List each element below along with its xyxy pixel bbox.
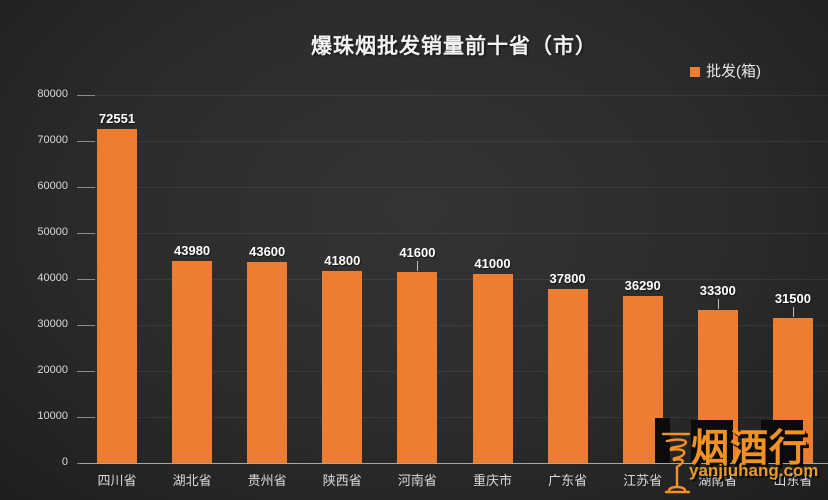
gridline (80, 141, 828, 142)
watermark-dark-bar (761, 420, 803, 463)
y-axis-label: 0 (61, 456, 68, 468)
y-axis-tick (77, 95, 95, 96)
leader-line (417, 260, 419, 271)
x-axis-label: 湖南省 (698, 473, 738, 488)
x-axis-label: 湖北省 (172, 473, 212, 488)
leader-line (717, 298, 719, 309)
bar (172, 260, 213, 463)
y-axis-tick (77, 371, 95, 372)
bar (322, 270, 363, 463)
y-axis-tick (77, 141, 95, 142)
bar-value-label: 43600 (249, 244, 286, 260)
watermark-site: yanjiuhang.com (689, 461, 819, 480)
bar-value-label: 41800 (324, 252, 361, 268)
x-axis-label: 四川省 (97, 473, 137, 488)
bar-value-label: 37800 (549, 271, 586, 287)
x-axis-label: 重庆市 (472, 473, 512, 488)
y-axis-tick (77, 279, 95, 280)
y-axis-tick (77, 233, 95, 234)
gridline (80, 95, 828, 96)
gridline (80, 233, 828, 234)
watermark-dark-bar (691, 420, 733, 463)
y-axis-tick (77, 187, 95, 188)
bar (547, 289, 588, 463)
x-axis-label: 广东省 (548, 473, 588, 488)
bar-value-label: 41600 (399, 244, 436, 260)
y-axis-label: 70000 (37, 134, 68, 146)
x-axis-label: 陕西省 (322, 473, 362, 488)
watermark-brand: 烟酒行 (691, 428, 809, 470)
x-axis-label: 贵州省 (247, 473, 287, 488)
y-axis-tick (77, 417, 95, 418)
leader-line (792, 307, 794, 318)
bar-value-label: 31500 (774, 291, 811, 307)
y-axis-tick (77, 325, 95, 326)
bar (472, 274, 513, 463)
y-axis-label: 20000 (37, 364, 68, 376)
y-axis-label: 60000 (37, 180, 68, 192)
bar-value-label: 33300 (699, 282, 736, 298)
x-axis-label: 山东省 (773, 473, 813, 488)
y-axis-label: 30000 (37, 318, 68, 330)
y-axis-label: 80000 (37, 88, 68, 100)
hookah-pipe-icon (661, 432, 691, 494)
gridline (80, 417, 828, 418)
x-axis-label: 江苏省 (623, 473, 663, 488)
x-axis-label: 河南省 (397, 473, 437, 488)
bar-value-label: 36290 (624, 278, 661, 294)
gridline (80, 371, 828, 372)
legend-label: 批发(箱) (706, 63, 761, 80)
bar-value-label: 43980 (174, 242, 211, 258)
x-axis-line (80, 463, 828, 464)
chart-title: 爆珠烟批发销量前十省（市） (311, 35, 597, 58)
bar-value-label: 72551 (98, 111, 136, 127)
legend-swatch-icon (690, 66, 700, 77)
y-axis-label: 50000 (37, 226, 68, 238)
gridline (80, 187, 828, 188)
bar (97, 129, 137, 463)
y-axis-label: 10000 (37, 410, 68, 422)
bar-value-label: 41000 (474, 256, 511, 272)
watermark-dark-bar (655, 418, 670, 463)
gridline (80, 325, 828, 326)
bar (397, 271, 438, 463)
gridline (80, 279, 828, 280)
bar (247, 262, 288, 463)
legend: 批发(箱) (690, 60, 761, 81)
watermark: 烟酒行 yanjiuhang.com (653, 428, 828, 500)
y-axis-label: 40000 (37, 272, 68, 284)
